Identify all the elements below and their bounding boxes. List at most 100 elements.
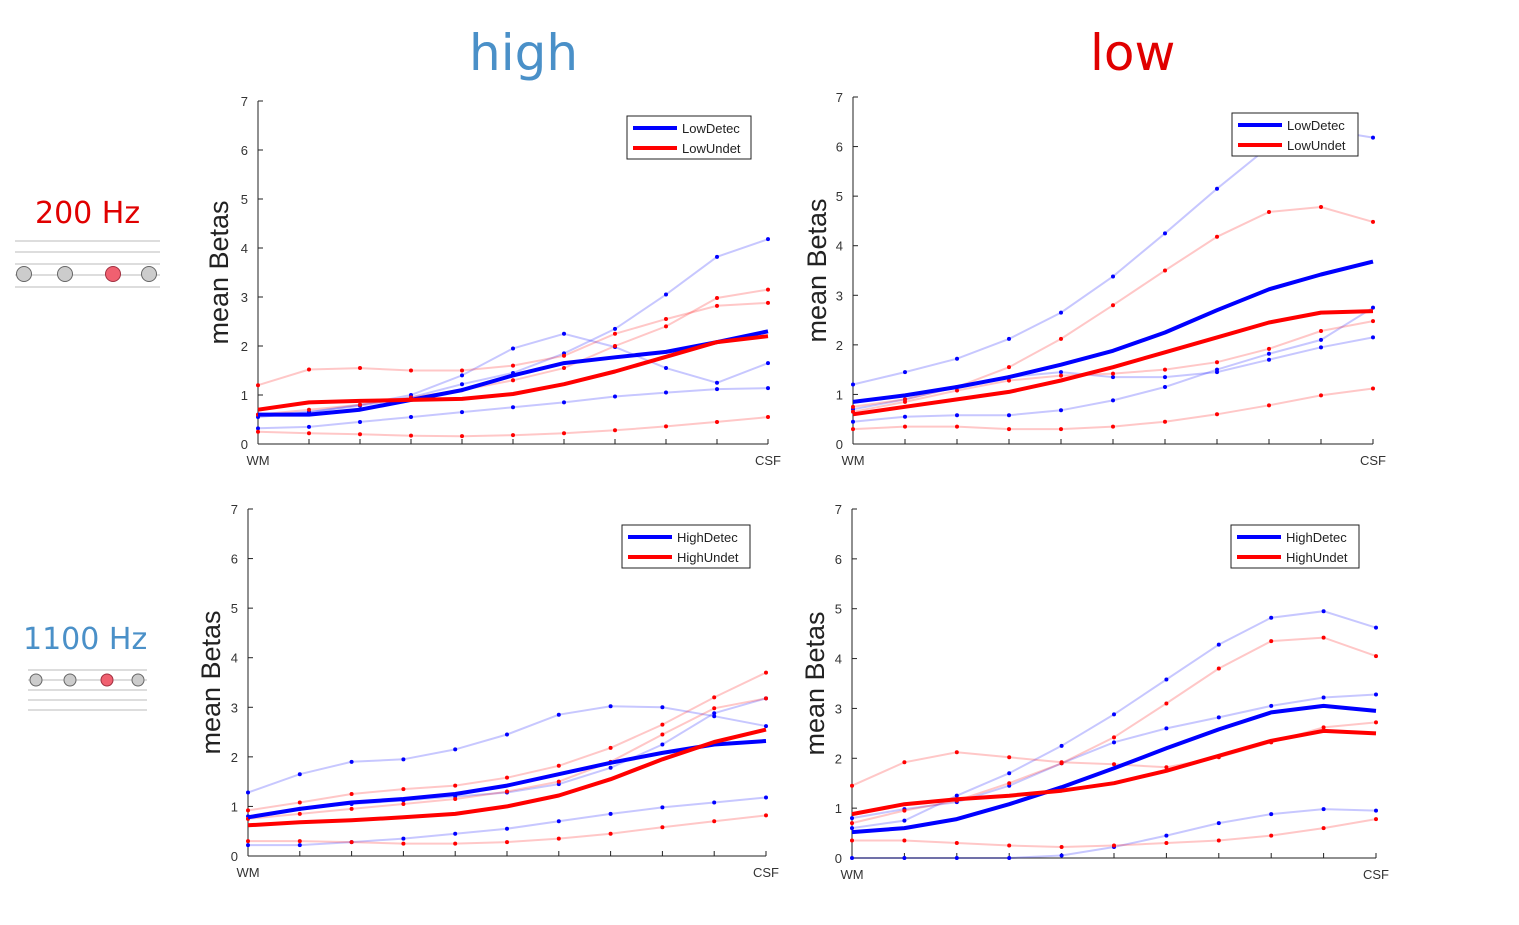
data-point-subject-blue-2: [1371, 335, 1375, 340]
data-point-subject-blue-3: [660, 805, 665, 810]
data-point-subject-red-3: [562, 431, 566, 436]
data-point-subject-red-1: [1163, 268, 1167, 273]
data-point-subject-blue-3: [954, 856, 959, 860]
data-point-subject-red-3: [1112, 843, 1116, 848]
data-point-subject-red-2: [556, 779, 561, 784]
data-point-subject-blue-1: [1059, 310, 1063, 315]
data-point-subject-blue-3: [511, 405, 515, 410]
y-tick-label: 0: [835, 851, 842, 866]
data-point-subject-blue-3: [850, 856, 854, 860]
data-point-subject-red-2: [1215, 360, 1219, 365]
data-point-subject-red-2: [511, 378, 515, 383]
data-point-subject-blue-1: [712, 714, 717, 719]
data-point-subject-red-2: [349, 806, 354, 811]
legend-label-LowDetec: LowDetec: [1287, 118, 1345, 133]
x-tick-label-last: CSF: [753, 865, 779, 880]
data-point-subject-blue-1: [902, 818, 907, 823]
data-point-subject-red-3: [954, 841, 959, 846]
data-point-subject-red-1: [1321, 725, 1326, 730]
data-point-subject-blue-2: [712, 711, 717, 716]
data-point-subject-blue-2: [608, 765, 613, 770]
data-point-subject-red-3: [358, 432, 362, 437]
y-tick-label: 3: [241, 290, 248, 305]
data-point-subject-blue-3: [401, 836, 406, 841]
data-point-subject-blue-2: [1321, 695, 1326, 700]
data-point-subject-blue-1: [1215, 186, 1219, 191]
row-label-200hz: 200 Hz: [35, 196, 141, 231]
data-point-subject-blue-3: [766, 386, 770, 391]
data-point-subject-red-3: [1164, 841, 1169, 846]
series-line-HighDetec: [247, 739, 767, 820]
data-point-subject-red-3: [349, 840, 354, 845]
data-point-subject-blue-1: [1216, 642, 1221, 647]
data-point-subject-red-2: [453, 796, 458, 801]
data-point-subject-red-3: [1007, 843, 1012, 848]
y-axis-label: mean Betas: [204, 200, 234, 344]
data-point-subject-red-2: [660, 732, 665, 737]
data-point-subject-red-2: [1321, 635, 1326, 640]
data-point-subject-blue-3: [556, 819, 561, 824]
data-point-subject-red-2: [1007, 781, 1012, 786]
series-line-subject-red-3: [852, 387, 1374, 431]
data-point-subject-blue-3: [608, 811, 613, 816]
data-point-subject-red-3: [297, 839, 302, 844]
data-point-subject-blue-1: [764, 724, 768, 729]
data-point-subject-red-3: [850, 838, 854, 843]
data-point-subject-blue-1: [954, 793, 959, 798]
data-point-subject-red-2: [562, 366, 566, 371]
y-tick-label: 5: [241, 192, 248, 207]
data-point-subject-red-2: [307, 407, 311, 412]
legend-label-LowUndet: LowUndet: [1287, 138, 1346, 153]
data-point-subject-blue-2: [1059, 370, 1063, 375]
data-point-subject-red-2: [1216, 666, 1221, 671]
data-point-subject-blue-3: [358, 419, 362, 424]
data-point-subject-blue-1: [1059, 743, 1064, 748]
column-title-low: low: [1090, 24, 1176, 82]
data-point-subject-blue-2: [1269, 703, 1274, 708]
legend: HighDetec HighUndet: [1230, 524, 1360, 569]
y-tick-label: 1: [835, 801, 842, 816]
data-point-subject-red-3: [556, 836, 561, 841]
legend-label-HighUndet: HighUndet: [677, 550, 739, 565]
data-point-subject-red-1: [1215, 234, 1219, 239]
data-point-subject-red-1: [712, 695, 717, 700]
data-point-subject-red-2: [1163, 367, 1167, 372]
data-point-subject-red-3: [409, 433, 413, 438]
music-staff-icon: [28, 669, 147, 711]
y-tick-label: 4: [835, 652, 842, 667]
chart-panel-high-1100: 0 1 2 3 4 5 6 7 WM CSF mean Betas HighDetec HighUnde…: [196, 502, 779, 880]
data-point-subject-red-3: [1216, 838, 1221, 843]
series-line-subject-blue-3: [852, 808, 1377, 859]
data-point-subject-blue-3: [1374, 808, 1378, 813]
x-tick-label-first: WM: [840, 867, 863, 882]
y-tick-label: 4: [231, 651, 238, 666]
data-point-subject-blue-3: [505, 826, 509, 831]
data-point-subject-red-2: [1112, 735, 1116, 740]
data-point-subject-red-1: [764, 670, 768, 675]
y-tick-label: 1: [231, 799, 238, 814]
legend-label-LowDetec: LowDetec: [682, 121, 740, 136]
data-point-subject-blue-2: [1111, 375, 1115, 380]
data-point-subject-red-1: [1319, 205, 1323, 210]
data-point-subject-blue-1: [562, 331, 566, 336]
y-tick-label: 7: [836, 90, 843, 105]
data-point-subject-red-1: [505, 775, 509, 780]
column-title-high: high: [469, 24, 579, 82]
data-point-subject-red-1: [256, 383, 260, 388]
data-point-subject-red-3: [453, 841, 458, 846]
y-tick-label: 4: [241, 241, 248, 256]
y-tick-label: 2: [835, 751, 842, 766]
chart-panel-high-200: 0 1 2 3 4 5 6 7 WM CSF mean Betas LowDetec LowUndet: [204, 94, 781, 468]
data-point-subject-red-3: [505, 840, 509, 845]
data-point-subject-blue-1: [1321, 609, 1326, 614]
data-point-subject-red-1: [453, 783, 458, 788]
data-point-subject-red-2: [1371, 319, 1375, 324]
data-point-subject-blue-2: [1374, 692, 1378, 697]
data-point-subject-red-1: [246, 808, 250, 813]
data-point-subject-red-2: [902, 808, 907, 813]
data-point-subject-blue-1: [1111, 274, 1115, 279]
y-tick-label: 5: [836, 189, 843, 204]
data-point-subject-blue-3: [955, 413, 959, 418]
data-point-subject-red-1: [1374, 720, 1378, 725]
data-point-subject-blue-3: [409, 415, 413, 420]
